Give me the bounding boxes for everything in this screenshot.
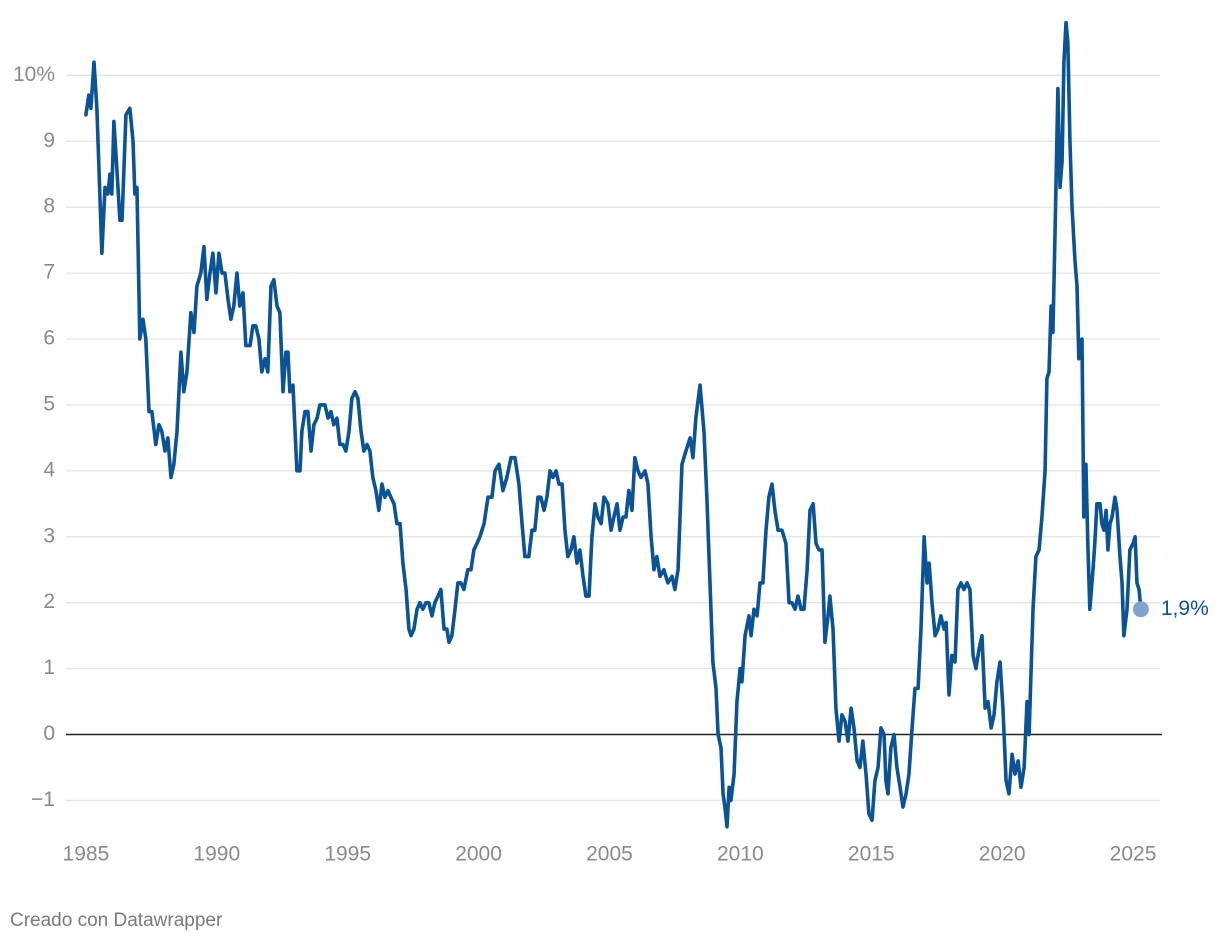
x-tick-label: 1985 <box>63 843 110 866</box>
y-tick-label: 9 <box>43 129 55 152</box>
y-tick-label: 6 <box>43 327 55 350</box>
y-tick-label: 2 <box>43 590 55 613</box>
y-tick-label: 4 <box>43 458 55 481</box>
y-tick-label: 5 <box>43 392 55 415</box>
line <box>84 20 1143 829</box>
y-tick-label: 10% <box>13 63 55 86</box>
x-tick-label: 2010 <box>717 843 764 866</box>
x-tick-label: 1995 <box>324 843 371 866</box>
y-tick-label: 0 <box>43 722 55 745</box>
y-tick-label: 3 <box>43 524 55 547</box>
source: Creado con Datawrapper <box>10 910 223 931</box>
y-tick-label: −1 <box>31 788 55 811</box>
y-tick-label: 8 <box>43 195 55 218</box>
x-tick-label: 2015 <box>848 843 895 866</box>
x-tick-label: 2005 <box>586 843 633 866</box>
end-label: 1,9% <box>1161 597 1209 620</box>
end-dot <box>1132 601 1149 618</box>
y-tick-label: 1 <box>43 656 55 679</box>
y-tick-label: 7 <box>43 261 55 284</box>
x-tick-label: 1990 <box>193 843 240 866</box>
x-tick-label: 2020 <box>979 843 1026 866</box>
x-tick-label: 2025 <box>1110 843 1157 866</box>
x-tick-label: 2000 <box>455 843 502 866</box>
